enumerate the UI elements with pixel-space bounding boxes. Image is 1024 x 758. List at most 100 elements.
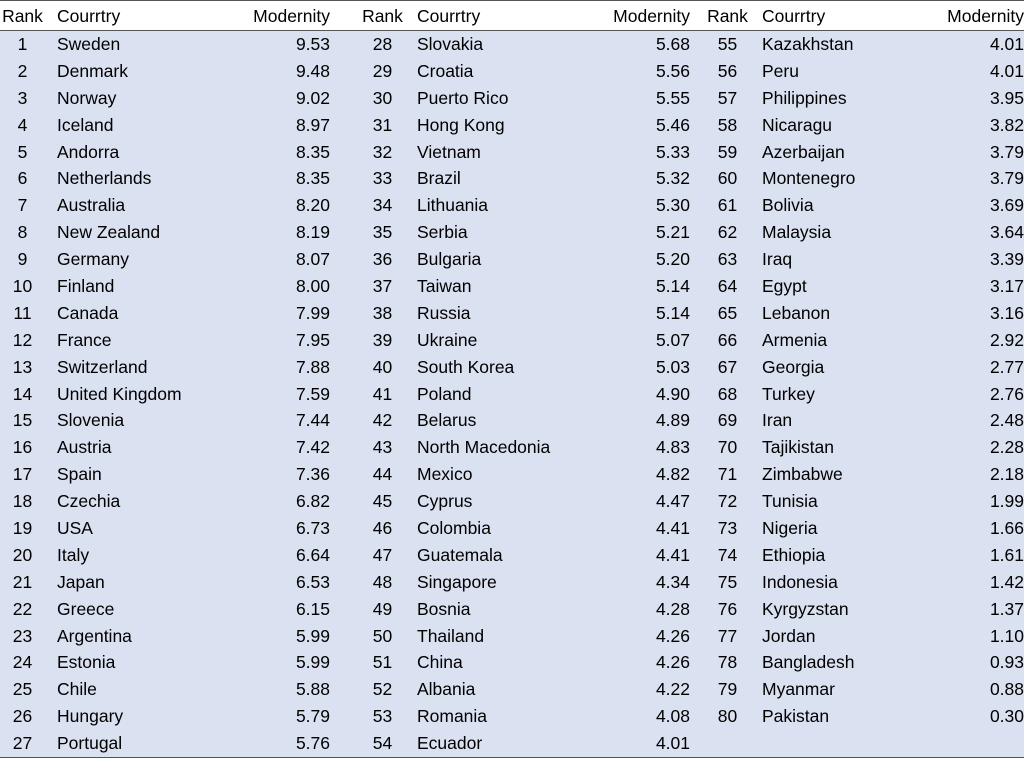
table-row: 48 Singapore 4.34 [360, 569, 690, 596]
modernity-cell: 7.42 [295, 437, 330, 458]
table-row: 58 Nicaragu 3.82 [705, 112, 1024, 139]
table-row: 59 Azerbaijan 3.79 [705, 139, 1024, 166]
modernity-cell: 7.99 [295, 302, 330, 323]
modernity-cell: 5.20 [655, 249, 690, 270]
table-row: 30 Puerto Rico 5.55 [360, 85, 690, 112]
country-cell: Taiwan [417, 276, 472, 297]
table-row: 33 Brazil 5.32 [360, 165, 690, 192]
country-cell: Pakistan [762, 706, 830, 727]
country-cell: Iran [762, 410, 793, 431]
column-group-2: Rank Courrtry Modernity 28 Slovakia 5.68 29 Cro… [360, 1, 690, 757]
rank-cell: 16 [12, 437, 33, 458]
modernity-cell: 5.30 [655, 195, 690, 216]
rank-cell: 37 [372, 276, 393, 297]
country-cell: Philippines [762, 87, 847, 108]
country-cell: Guatemala [417, 544, 503, 565]
rank-cell: 9 [17, 249, 28, 270]
table-row: 45 Cyprus 4.47 [360, 488, 690, 515]
country-cell: Indonesia [762, 571, 838, 592]
country-cell: Puerto Rico [417, 87, 509, 108]
rank-cell: 11 [13, 302, 32, 323]
rank-cell: 45 [372, 491, 393, 512]
table-row: 18 Czechia 6.82 [0, 488, 330, 515]
table-row: 22 Greece 6.15 [0, 596, 330, 623]
table-row: 9 Germany 8.07 [0, 246, 330, 273]
country-header: Courrtry [762, 6, 826, 26]
country-cell: Colombia [417, 518, 491, 539]
country-cell: Japan [57, 571, 105, 592]
column-group-3: Rank Courrtry Modernity 55 Kazakhstan 4.01 56 P… [705, 1, 1024, 730]
table-row: 41 Poland 4.90 [360, 381, 690, 408]
rank-cell: 34 [372, 195, 393, 216]
table-row: 10 Finland 8.00 [0, 273, 330, 300]
rank-cell: 18 [12, 491, 33, 512]
table-row: 32 Vietnam 5.33 [360, 139, 690, 166]
modernity-cell: 1.42 [989, 571, 1024, 592]
country-cell: North Macedonia [417, 437, 551, 458]
table-row: 46 Colombia 4.41 [360, 515, 690, 542]
modernity-cell: 5.56 [655, 60, 690, 81]
table-row: 65 Lebanon 3.16 [705, 300, 1024, 327]
modernity-cell: 4.82 [655, 464, 690, 485]
table-row: 2 Denmark 9.48 [0, 58, 330, 85]
table-row: 54 Ecuador 4.01 [360, 730, 690, 757]
country-header: Courrtry [417, 6, 481, 26]
table-row: 26 Hungary 5.79 [0, 703, 330, 730]
modernity-cell: 4.28 [655, 598, 690, 619]
rank-cell: 67 [717, 356, 738, 377]
table-row: 8 New Zealand 8.19 [0, 219, 330, 246]
modernity-cell: 1.99 [989, 491, 1024, 512]
rank-cell: 28 [372, 34, 393, 54]
modernity-cell: 4.90 [655, 383, 690, 404]
rank-cell: 66 [717, 329, 738, 350]
country-cell: Bangladesh [762, 652, 855, 673]
table-row: 17 Spain 7.36 [0, 461, 330, 488]
rank-cell: 51 [372, 652, 393, 673]
table-row: 3 Norway 9.02 [0, 85, 330, 112]
country-cell: Tajikistan [762, 437, 834, 458]
table-row: 64 Egypt 3.17 [705, 273, 1024, 300]
table-row: 11 Canada 7.99 [0, 300, 330, 327]
header-row: Rank Courrtry Modernity [0, 1, 330, 31]
country-cell: Ecuador [417, 733, 483, 754]
country-cell: Thailand [417, 625, 485, 646]
country-cell: Greece [57, 598, 115, 619]
modernity-cell: 0.88 [989, 679, 1024, 700]
country-cell: Kazakhstan [762, 34, 854, 54]
table-row: 72 Tunisia 1.99 [705, 488, 1024, 515]
rank-cell: 71 [717, 464, 738, 485]
modernity-cell: 5.46 [655, 114, 690, 135]
rank-cell: 27 [12, 733, 33, 754]
modernity-cell: 5.14 [655, 302, 690, 323]
rank-cell: 23 [12, 625, 33, 646]
country-cell: Myanmar [762, 679, 835, 700]
rank-cell: 60 [717, 168, 738, 189]
rank-cell: 12 [12, 329, 33, 350]
modernity-cell: 4.83 [655, 437, 690, 458]
rank-cell: 48 [372, 571, 393, 592]
rank-cell: 43 [372, 437, 393, 458]
rank-cell: 24 [12, 652, 33, 673]
table-row: 44 Mexico 4.82 [360, 461, 690, 488]
table-row: 73 Nigeria 1.66 [705, 515, 1024, 542]
country-cell: Bulgaria [417, 249, 482, 270]
rank-cell: 46 [372, 518, 393, 539]
modernity-cell: 4.22 [655, 679, 690, 700]
modernity-cell: 0.30 [989, 706, 1024, 727]
modernity-cell: 4.01 [989, 34, 1024, 54]
country-cell: New Zealand [57, 222, 161, 243]
table-row: 49 Bosnia 4.28 [360, 596, 690, 623]
country-cell: Peru [762, 60, 799, 81]
table-row: 14 United Kingdom 7.59 [0, 381, 330, 408]
rank-cell: 19 [12, 518, 33, 539]
rank-cell: 78 [717, 652, 738, 673]
rank-cell: 80 [717, 706, 738, 727]
modernity-cell: 3.64 [989, 222, 1024, 243]
rank-cell: 15 [12, 410, 33, 431]
modernity-cell: 3.95 [989, 87, 1024, 108]
modernity-cell: 8.35 [295, 168, 330, 189]
modernity-cell: 7.36 [295, 464, 330, 485]
country-cell: Ukraine [417, 329, 478, 350]
country-cell: Singapore [417, 571, 497, 592]
modernity-cell: 3.39 [989, 249, 1024, 270]
